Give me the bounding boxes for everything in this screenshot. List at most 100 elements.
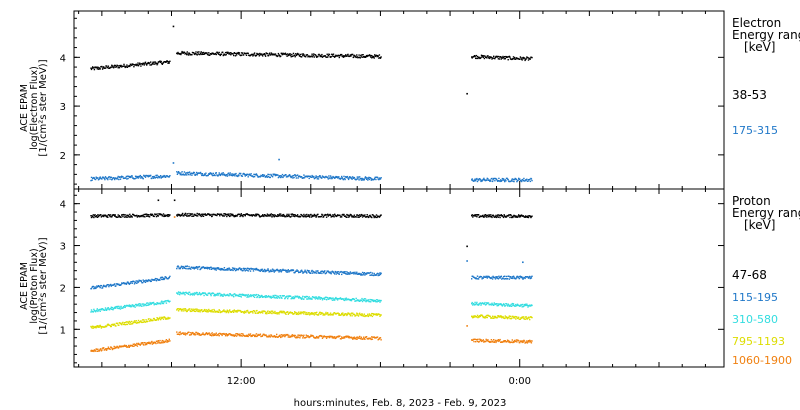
data-point — [494, 317, 496, 319]
data-point — [168, 338, 170, 340]
data-point — [494, 339, 497, 342]
data-point — [256, 52, 258, 55]
data-point — [342, 178, 344, 180]
data-point — [339, 178, 342, 180]
data-point — [154, 341, 157, 344]
data-point — [356, 338, 358, 340]
data-point — [104, 349, 106, 351]
data-point — [371, 315, 374, 318]
series-115-195 — [90, 260, 533, 290]
data-point — [148, 62, 151, 64]
data-point — [251, 310, 253, 313]
data-point — [316, 272, 318, 274]
data-point — [127, 177, 129, 180]
data-point — [474, 338, 476, 340]
data-point — [195, 171, 198, 174]
data-point — [190, 308, 193, 310]
outlier-point — [466, 325, 468, 327]
data-point — [355, 314, 357, 316]
data-point — [362, 338, 364, 340]
data-point — [100, 214, 102, 216]
data-point — [105, 286, 107, 288]
data-point — [105, 215, 107, 217]
data-point — [240, 213, 242, 215]
data-point — [209, 172, 212, 174]
data-point — [311, 269, 313, 272]
data-point — [144, 342, 146, 344]
data-point — [99, 285, 101, 288]
data-point — [273, 312, 275, 314]
data-point — [207, 174, 209, 177]
data-point — [511, 305, 513, 307]
data-point — [294, 311, 296, 313]
data-point — [116, 178, 118, 180]
data-point — [280, 295, 282, 297]
data-point — [158, 342, 161, 344]
data-point — [276, 313, 278, 315]
data-point — [350, 299, 352, 301]
data-point — [368, 314, 370, 317]
data-point — [242, 269, 244, 272]
data-point — [197, 215, 199, 217]
data-point — [317, 296, 320, 298]
data-point — [472, 275, 474, 277]
data-point — [298, 311, 300, 313]
data-point — [301, 270, 303, 273]
data-point — [309, 216, 311, 218]
data-point — [520, 179, 522, 182]
data-point — [239, 333, 241, 335]
data-point — [299, 55, 301, 57]
data-point — [130, 305, 133, 307]
data-point — [320, 55, 323, 58]
data-point — [355, 338, 357, 340]
data-point — [270, 334, 273, 336]
data-point — [115, 285, 117, 287]
data-point — [191, 54, 193, 56]
data-point — [476, 339, 478, 341]
data-point — [125, 177, 127, 179]
data-point — [516, 180, 518, 183]
y-label-line: ACE EPAM — [19, 84, 30, 132]
data-point — [120, 176, 122, 179]
data-point — [107, 65, 110, 67]
data-point — [144, 321, 147, 323]
data-point — [504, 179, 506, 181]
data-point — [317, 213, 319, 216]
data-point — [524, 216, 526, 218]
data-point — [360, 54, 362, 57]
data-point — [511, 302, 513, 305]
data-point — [145, 304, 147, 307]
data-point — [184, 174, 186, 176]
data-point — [374, 299, 376, 302]
data-point — [380, 314, 382, 316]
data-point — [219, 173, 221, 176]
data-point — [133, 305, 136, 307]
data-point — [97, 325, 100, 327]
data-point — [166, 340, 169, 342]
data-point — [253, 173, 255, 176]
data-point — [226, 215, 228, 218]
data-point — [180, 310, 183, 312]
data-point — [254, 215, 256, 217]
data-point — [376, 176, 379, 179]
data-point — [118, 178, 120, 181]
data-point — [342, 178, 345, 181]
data-point — [209, 268, 211, 270]
data-point — [98, 67, 100, 69]
data-point — [349, 55, 351, 57]
data-point — [140, 177, 142, 179]
data-point — [162, 175, 165, 177]
data-point — [226, 335, 228, 337]
data-point — [95, 176, 97, 178]
data-point — [237, 51, 240, 54]
data-point — [219, 292, 221, 295]
data-point — [529, 275, 531, 278]
data-point — [180, 214, 183, 217]
data-point — [365, 56, 367, 58]
data-point — [266, 215, 268, 217]
data-point — [294, 336, 296, 338]
data-point — [346, 175, 349, 178]
data-point — [91, 179, 93, 181]
data-point — [307, 175, 310, 177]
data-point — [363, 179, 365, 181]
